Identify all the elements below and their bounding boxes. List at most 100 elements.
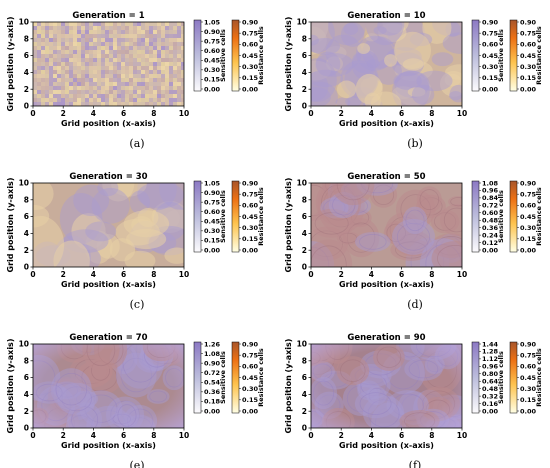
heat-cell [141, 38, 145, 42]
heat-cell [177, 34, 181, 38]
heat-cell [133, 98, 137, 102]
heat-cell [77, 86, 81, 90]
heat-cell [61, 38, 65, 42]
heat-cell [173, 82, 177, 86]
heat-cell [177, 90, 181, 94]
heat-cell [129, 102, 133, 106]
heat-cell [145, 90, 149, 94]
colorbar-tick-label: 0.90 [204, 189, 221, 197]
heat-cell [173, 42, 177, 46]
heat-cell [65, 58, 69, 62]
heat-cell [97, 98, 101, 102]
heat-cell [97, 78, 101, 82]
heat-cell [161, 30, 165, 34]
heat-cell [157, 70, 161, 74]
heat-cell [37, 94, 41, 98]
heat-cell [85, 94, 89, 98]
heat-cell [69, 38, 73, 42]
heat-cell [157, 54, 161, 58]
heat-cell [57, 50, 61, 54]
heat-cell [169, 82, 173, 86]
x-tick-label: 8 [151, 109, 156, 118]
heat-blob [448, 91, 462, 101]
heat-cell [165, 62, 169, 66]
colorbar-tick-label: 0.80 [482, 370, 499, 378]
heat-cell [173, 58, 177, 62]
colorbar-tick-label: 0.00 [204, 246, 221, 254]
y-tick-label: 4 [302, 68, 307, 77]
heat-cell [93, 42, 97, 46]
heat-cell [137, 74, 141, 78]
colorbar-tick-label: 0.90 [520, 340, 537, 348]
heat-cell [73, 90, 77, 94]
heat-cell [177, 94, 181, 98]
heat-cell [153, 22, 157, 26]
heat-cell [125, 22, 129, 26]
heat-cell [165, 90, 169, 94]
heat-cell [113, 38, 117, 42]
colorbar-tick-label: 0.00 [520, 407, 537, 415]
heat-cell [101, 42, 105, 46]
heat-blob [416, 70, 453, 92]
x-axis-label: Grid position (x-axis) [61, 119, 156, 128]
heat-cell [177, 22, 181, 26]
heat-cell [45, 30, 49, 34]
heat-cell [37, 66, 41, 70]
heat-cell [177, 70, 181, 74]
heat-cell [137, 66, 141, 70]
heat-cell [149, 102, 153, 106]
heat-cell [97, 58, 101, 62]
heat-cell [109, 30, 113, 34]
heat-cell [61, 78, 65, 82]
heat-blob [431, 240, 462, 267]
heat-cell [181, 86, 184, 90]
heat-cell [97, 74, 101, 78]
colorbar-gradient [509, 341, 518, 414]
heat-cell [113, 30, 117, 34]
y-tick-label: 8 [302, 356, 307, 365]
heat-cell [85, 70, 89, 74]
y-tick-label: 4 [24, 229, 29, 238]
heat-cell [173, 86, 177, 90]
heat-blob [407, 87, 426, 97]
heat-cell [137, 94, 141, 98]
colorbar-label: Resistance cells [535, 348, 543, 407]
colorbar-tick-label: 0.15 [520, 235, 537, 243]
heat-cell [85, 66, 89, 70]
panel-e: Generation = 70 0 2 4 6 8 10 0 2 4 6 8 10 Grid positi… [6, 333, 265, 468]
heat-cell [149, 94, 153, 98]
heat-cell [173, 30, 177, 34]
colorbar-tick-label: 0.12 [482, 239, 498, 247]
heat-cell [49, 30, 53, 34]
heat-blob [402, 58, 424, 71]
heat-blob [411, 84, 435, 105]
heat-cell [133, 66, 137, 70]
heat-cell [165, 74, 169, 78]
heat-cell [181, 22, 184, 26]
heat-cell [113, 78, 117, 82]
heat-blob [311, 69, 344, 88]
heat-cell [145, 26, 149, 30]
x-tick-label: 6 [399, 431, 404, 440]
heat-cell [125, 102, 129, 106]
heat-cell [169, 94, 173, 98]
colorbar-label: Sensitive cells [497, 351, 505, 404]
heat-cell [161, 102, 165, 106]
heat-cell [141, 82, 145, 86]
colorbar-tick-label: 0.16 [482, 400, 499, 408]
heat-cell [41, 74, 45, 78]
heat-cell [73, 62, 77, 66]
heat-cell [77, 58, 81, 62]
heat-cell [149, 86, 153, 90]
heat-cell [141, 58, 145, 62]
plot-frame [32, 343, 185, 429]
heat-cell [145, 102, 149, 106]
heat-cell [137, 78, 141, 82]
heat-cell [177, 102, 181, 106]
heat-cell [137, 54, 141, 58]
colorbar-label: Sensitive cells [219, 29, 227, 82]
heat-cell [57, 74, 61, 78]
colorbar-tick-label: 0.30 [520, 385, 537, 393]
heat-cell [33, 102, 37, 106]
